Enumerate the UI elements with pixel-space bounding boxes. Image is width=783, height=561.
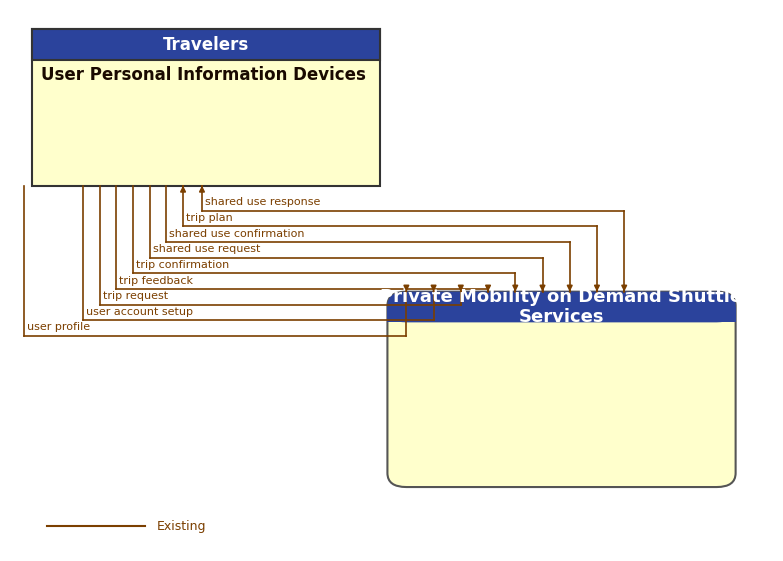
Text: trip confirmation: trip confirmation	[136, 260, 229, 270]
Text: trip request: trip request	[103, 291, 168, 301]
Text: trip plan: trip plan	[186, 213, 233, 223]
Text: Private Mobility on Demand Shuttle
Services: Private Mobility on Demand Shuttle Servi…	[381, 288, 742, 327]
Text: shared use confirmation: shared use confirmation	[169, 229, 305, 238]
Text: Travelers: Travelers	[163, 36, 249, 54]
Text: user profile: user profile	[27, 323, 90, 333]
FancyBboxPatch shape	[388, 292, 735, 323]
Text: User Personal Information Devices: User Personal Information Devices	[41, 66, 366, 84]
Text: shared use response: shared use response	[205, 197, 320, 208]
Text: trip feedback: trip feedback	[120, 275, 193, 286]
Text: shared use request: shared use request	[153, 244, 260, 254]
Bar	[388, 307, 735, 323]
FancyBboxPatch shape	[388, 292, 735, 487]
Text: Existing: Existing	[157, 519, 206, 532]
Bar	[31, 29, 380, 186]
Text: user account setup: user account setup	[86, 307, 193, 317]
Bar	[31, 29, 380, 60]
